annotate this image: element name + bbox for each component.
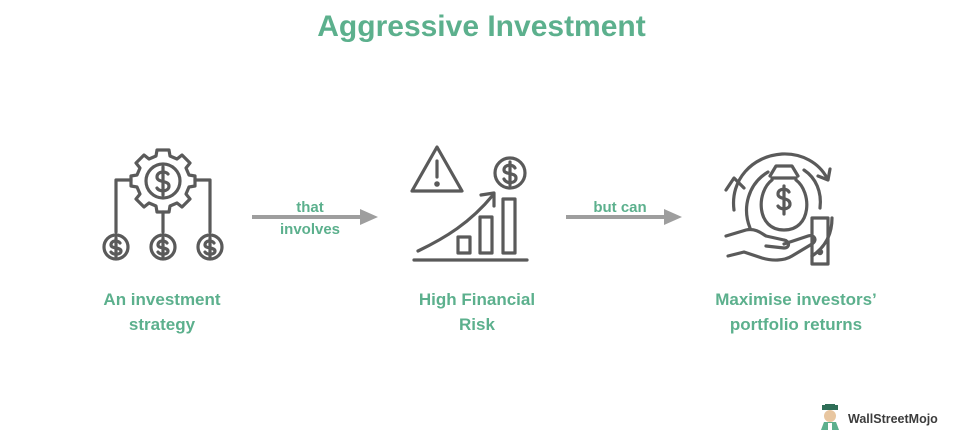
caption-line: portfolio returns	[729, 315, 863, 334]
caption-line: High Financial	[418, 290, 536, 309]
gear-money-network-icon	[98, 140, 228, 265]
warning-growth-chart-icon	[410, 143, 535, 265]
connector-label: but can	[593, 199, 647, 216]
step-caption: High Financial Risk	[377, 287, 577, 337]
money-bag-cycle-hand-icon	[722, 148, 847, 270]
brand-logo: WallStreetMojo	[818, 404, 938, 434]
step-caption: An investment strategy	[62, 287, 262, 337]
step-caption: Maximise investors’ portfolio returns	[696, 287, 896, 337]
mascot-icon	[821, 404, 839, 430]
arrow-right-icon	[252, 207, 380, 227]
caption-line: An investment	[103, 290, 221, 309]
connector-label: that	[296, 199, 324, 216]
page-title: Aggressive Investment	[317, 10, 646, 43]
brand-name: WallStreetMojo	[848, 412, 938, 426]
connector-label: involves	[279, 221, 341, 238]
caption-line: Risk	[459, 315, 495, 334]
caption-line: strategy	[128, 315, 196, 334]
arrow-right-icon	[566, 207, 684, 227]
caption-line: Maximise investors’	[715, 290, 877, 309]
